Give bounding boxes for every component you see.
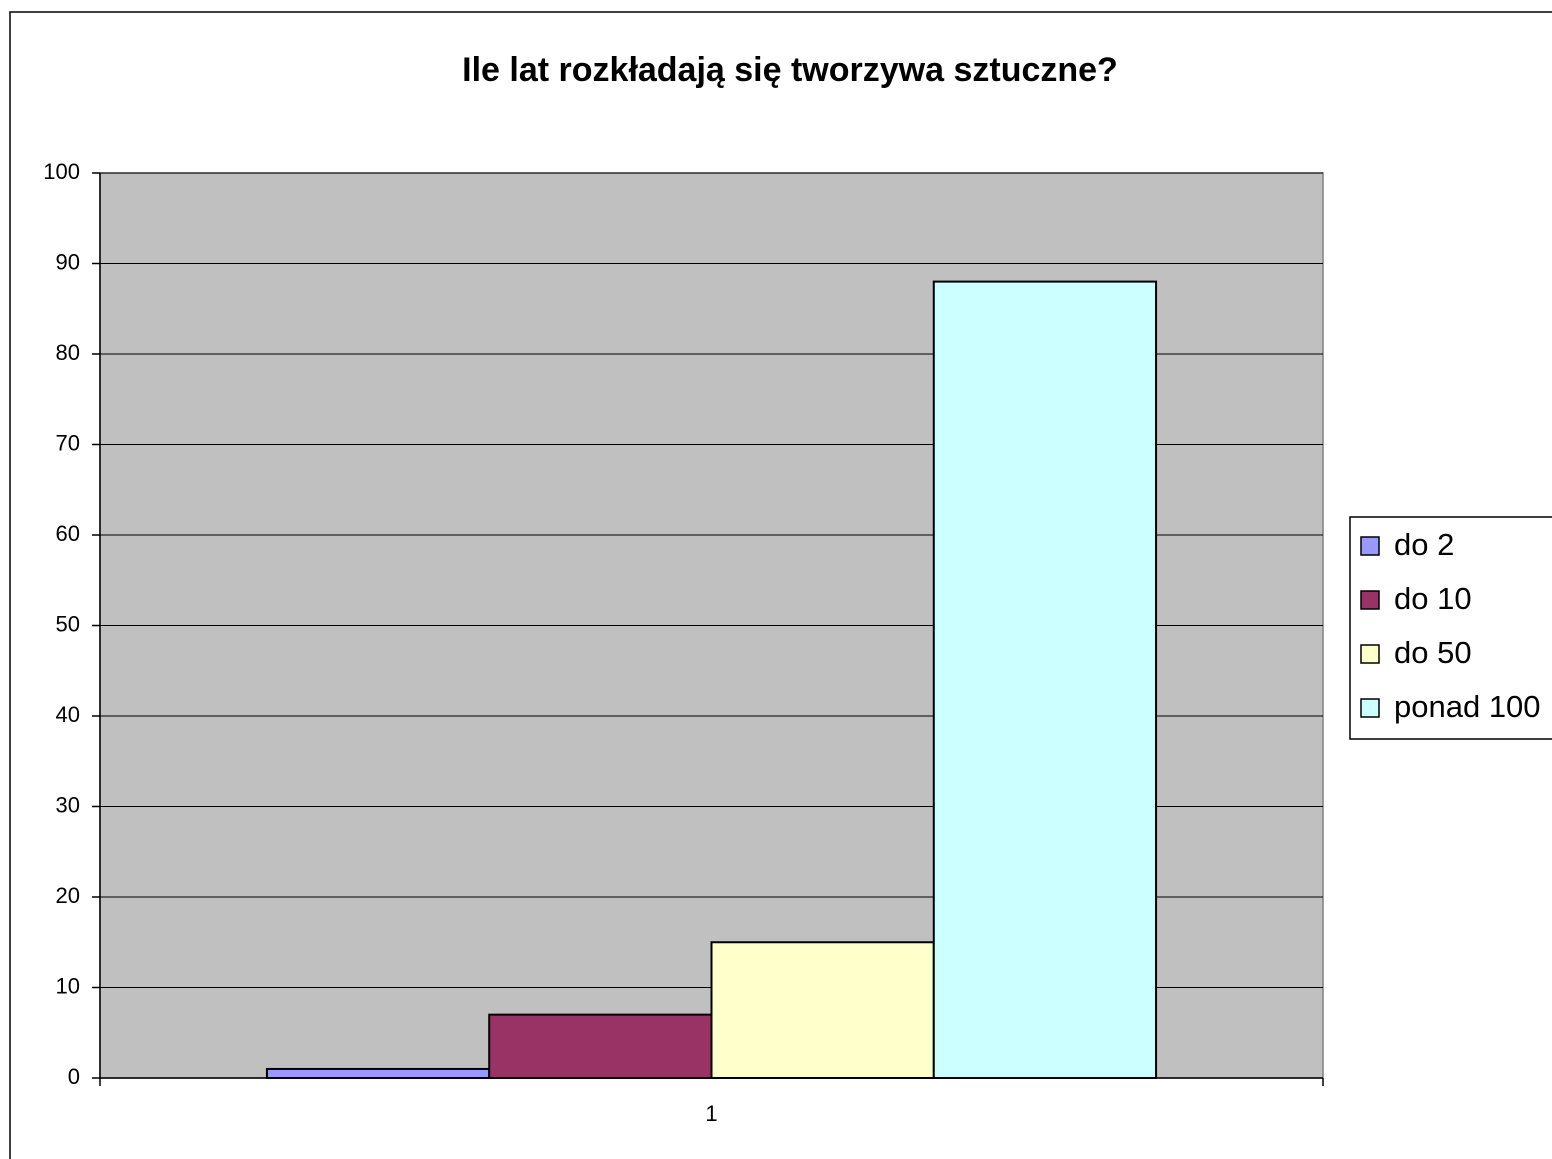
legend-label: do 2	[1394, 527, 1454, 562]
legend-box	[1349, 516, 1552, 740]
bar	[710, 941, 935, 1079]
y-tick-label: 100	[43, 159, 80, 184]
bar	[488, 1013, 713, 1080]
y-tick-label: 60	[56, 521, 80, 546]
y-tick-label: 0	[68, 1064, 80, 1089]
bar	[265, 1067, 491, 1079]
y-tick-label: 10	[56, 973, 80, 998]
legend-swatch	[1360, 698, 1380, 718]
legend-label: ponad 100	[1394, 689, 1541, 724]
y-tick-label: 50	[56, 611, 80, 636]
y-tick-label: 90	[56, 249, 80, 274]
y-tick-label: 30	[56, 792, 80, 817]
y-tick-label: 70	[56, 430, 80, 455]
chart-title: Ile lat rozkładają się tworzywa sztuczne…	[462, 51, 1118, 89]
legend-label: do 50	[1394, 635, 1472, 670]
y-tick-label: 20	[56, 883, 80, 908]
legend-swatch	[1360, 536, 1380, 556]
legend-label: do 10	[1394, 581, 1472, 616]
legend-swatch	[1360, 590, 1380, 610]
y-tick-label: 40	[56, 702, 80, 727]
legend-swatch	[1360, 644, 1380, 664]
x-tick-label: 1	[705, 1101, 717, 1126]
y-tick-label: 80	[56, 340, 80, 365]
bar	[932, 280, 1158, 1080]
